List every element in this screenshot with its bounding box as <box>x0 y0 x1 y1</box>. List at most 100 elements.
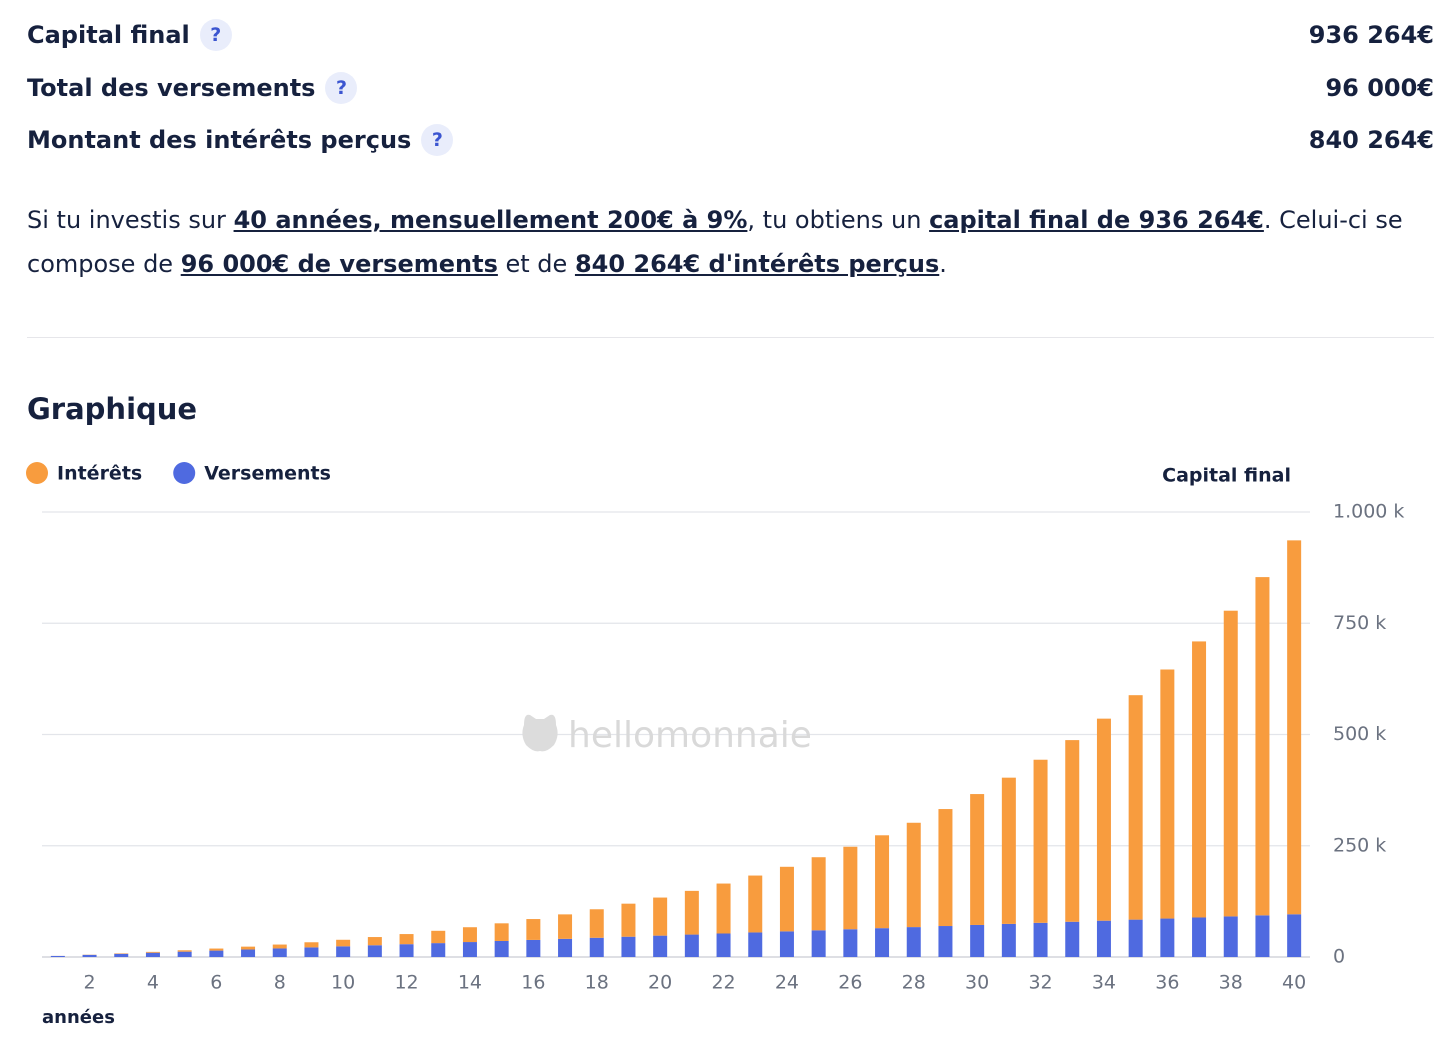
bar-segment <box>1065 740 1080 922</box>
highlight-link[interactable]: 40 années, mensuellement 200€ à 9% <box>233 206 748 234</box>
x-tick-label: 24 <box>775 972 799 994</box>
row-label-group: Total des versements? <box>27 71 358 104</box>
bar-segment <box>209 950 224 957</box>
text-span: . <box>939 250 947 278</box>
row-label: Montant des intérêts perçus <box>27 126 412 154</box>
bar-segment <box>1065 921 1080 957</box>
bar-segment <box>399 944 414 957</box>
legend-swatch <box>26 462 48 484</box>
bar-segment <box>558 914 573 939</box>
y-tick-label: 0 <box>1333 946 1345 968</box>
bar-segment <box>177 950 192 952</box>
text-span: , tu obtiens un <box>747 206 930 234</box>
bar-segment <box>494 940 509 957</box>
summary-row: Montant des intérêts perçus? 840 264€ <box>27 120 1434 160</box>
x-tick-label: 20 <box>648 972 672 994</box>
bar-segment <box>716 933 731 957</box>
legend-swatch <box>173 462 196 484</box>
bar-segment <box>1001 923 1016 957</box>
bar-segment <box>1001 777 1016 924</box>
bar-segment <box>779 931 794 957</box>
bar-segment <box>1160 669 1175 919</box>
help-button[interactable]: ? <box>421 124 454 156</box>
legend-label: Intérêts <box>57 463 142 485</box>
bar-segment <box>716 883 731 934</box>
row-label-group: Capital final? <box>27 19 232 51</box>
bar-segment <box>1223 610 1238 917</box>
bar-segment <box>748 932 763 957</box>
bar-segment <box>1128 919 1143 957</box>
summary-row: Total des versements? 96 000€ <box>27 68 1434 108</box>
divider <box>27 337 1434 338</box>
bar-segment <box>1192 641 1207 918</box>
help-button[interactable]: ? <box>325 71 358 104</box>
bar-segment <box>779 866 794 932</box>
row-value: 936 264€ <box>1308 21 1434 49</box>
bar-segment <box>684 934 699 957</box>
x-tick-label: 38 <box>1219 972 1243 994</box>
bar-segment <box>589 937 604 957</box>
bar-segment <box>177 951 192 957</box>
help-button[interactable]: ? <box>199 19 232 51</box>
x-tick-label: 12 <box>394 972 418 994</box>
text-span: et de <box>497 250 575 278</box>
watermark-icon <box>522 714 558 752</box>
bar-segment <box>1033 922 1048 957</box>
text-span: . Celui-ci se compose de <box>27 206 1403 278</box>
x-tick-label: 14 <box>458 972 482 994</box>
bar-segment <box>304 947 319 957</box>
bar-segment <box>431 943 446 957</box>
x-tick-label: 6 <box>210 972 222 994</box>
row-label-group: Montant des intérêts perçus? <box>27 124 454 156</box>
bar-segment <box>272 948 287 957</box>
section-title: Graphique <box>27 392 198 426</box>
bar-segment <box>1255 577 1270 916</box>
x-axis-title: années <box>42 1007 115 1028</box>
bar-segment <box>1255 915 1270 957</box>
x-tick-label: 4 <box>147 972 159 994</box>
bar-segment <box>875 835 890 929</box>
highlight-link[interactable]: capital final de 936 264€ <box>929 206 1264 234</box>
bar-segment <box>1192 917 1207 957</box>
x-tick-label: 26 <box>838 972 862 994</box>
bar-segment <box>367 937 382 946</box>
y-tick-label: 250 k <box>1333 834 1386 856</box>
bar-segment <box>653 897 668 936</box>
bar-segment <box>875 928 890 957</box>
highlight-link[interactable]: 840 264€ d'intérêts perçus <box>574 250 940 278</box>
bar-segment <box>1223 916 1238 957</box>
x-tick-label: 28 <box>902 972 926 994</box>
x-tick-label: 10 <box>331 972 355 994</box>
bar-segment <box>938 926 953 957</box>
x-tick-label: 36 <box>1155 972 1179 994</box>
bar-segment <box>336 939 351 947</box>
bar-segment <box>1128 695 1143 920</box>
bar-segment <box>906 927 921 957</box>
row-value: 96 000€ <box>1325 73 1434 102</box>
bar-segment <box>304 942 319 948</box>
bar-segment <box>970 794 985 925</box>
row-label: Capital final <box>27 21 190 49</box>
y-tick-label: 1.000 k <box>1333 501 1404 523</box>
bar-segment <box>906 822 921 928</box>
summary-sentence: Si tu investis sur 40 années, mensuellem… <box>27 198 1427 286</box>
bar-segment <box>843 846 858 930</box>
x-tick-label: 16 <box>521 972 545 994</box>
x-tick-label: 18 <box>585 972 609 994</box>
bar-segment <box>241 949 256 957</box>
bar-segment <box>145 952 160 957</box>
bar-segment <box>82 954 97 957</box>
bar-segment <box>970 924 985 957</box>
bar-segment <box>526 919 541 940</box>
bar-segment <box>50 955 65 957</box>
x-tick-label: 40 <box>1282 972 1306 994</box>
x-tick-label: 2 <box>84 972 96 994</box>
row-label: Total des versements <box>27 73 316 102</box>
bar-segment <box>462 942 477 957</box>
summary-row: Capital final? 936 264€ <box>27 15 1434 55</box>
bar-segment <box>558 938 573 957</box>
x-tick-label: 32 <box>1028 972 1052 994</box>
highlight-link[interactable]: 96 000€ de versements <box>180 250 498 278</box>
